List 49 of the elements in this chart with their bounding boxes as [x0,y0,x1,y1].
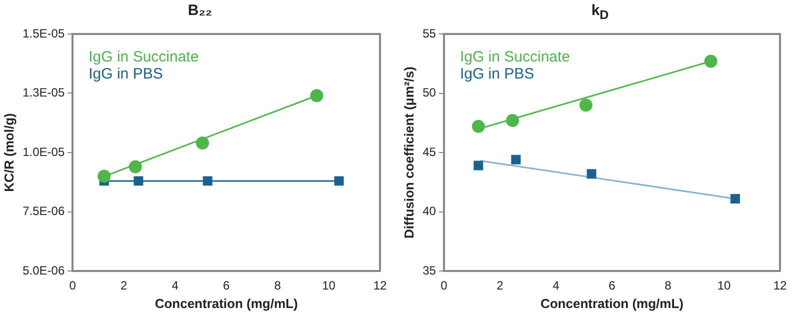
point [506,114,520,128]
y-tick-label: 40 [422,204,436,218]
x-tick-label: 4 [172,278,179,293]
chart-title: B₂₂ [186,1,214,21]
text: IgG in Succinate [460,48,570,66]
point [472,120,485,133]
y-tick-label: 50 [422,86,436,100]
x-tick-label: 2 [496,278,504,293]
y-axis-title: KC/R (mol/g) [1,113,16,192]
x-tick-label: 8 [664,278,672,293]
text: IgG in Succinate [88,48,199,66]
point [579,98,592,112]
y-tick-label: 1.0E-05 [22,144,65,159]
y-axis-title: Diffusion coefficient (μm²/s) [401,66,416,238]
x-tick-label: 6 [222,278,230,293]
point [704,54,718,68]
chart-title: k$_{D}$ [590,1,610,22]
x-tick-label: 10 [322,278,336,293]
x-tick-label: 4 [552,278,560,293]
point [134,176,144,186]
y-tick-label: 1.5E-05 [22,26,65,40]
x-tick-label: 8 [274,278,282,293]
point [334,176,344,186]
x-tick-label: 10 [717,278,731,293]
point [196,136,209,150]
x-axis-title: Concentration (mg/mL) [154,296,298,311]
x-tick-label: 6 [608,278,616,293]
point [474,160,484,170]
y-tick-label: 55 [422,26,436,40]
point [586,169,596,179]
point [98,170,111,183]
point [202,176,212,186]
x-axis-title: Concentration (mg/mL) [540,296,684,311]
y-tick-label: 7.5E-06 [22,204,65,218]
y-tick-label: 5.0E-06 [22,263,65,278]
point [128,160,142,174]
y-tick-label: 35 [422,263,436,278]
point [310,89,324,102]
x-tick-label: 0 [69,278,76,293]
point [511,154,521,164]
y-tick-label: 45 [422,144,436,159]
y-tick-label: 1.3E-05 [22,86,65,100]
text: IgG in PBS [88,66,163,83]
x-tick-label: 2 [120,278,128,293]
x-tick-label: 12 [373,278,387,293]
x-tick-label: 0 [440,278,448,293]
point [730,194,740,204]
x-tick-label: 12 [773,278,787,293]
text: IgG in PBS [460,66,534,83]
